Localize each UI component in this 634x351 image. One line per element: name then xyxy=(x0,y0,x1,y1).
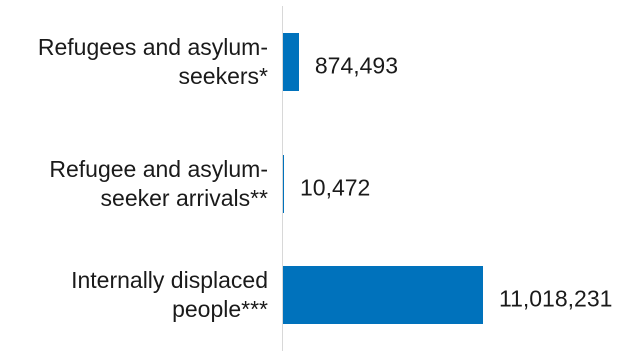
value-label: 11,018,231 xyxy=(499,285,613,312)
category-label: Internally displaced people*** xyxy=(6,266,268,324)
category-label-line: people*** xyxy=(172,296,268,322)
category-label-line: seeker arrivals** xyxy=(100,185,268,211)
bar xyxy=(283,266,483,324)
value-axis-baseline xyxy=(282,6,283,351)
category-label: Refugees and asylum-seekers* xyxy=(6,33,268,91)
bar xyxy=(283,33,299,91)
category-label-line: Refugee and asylum- xyxy=(49,156,268,182)
value-label: 10,472 xyxy=(300,174,371,201)
category-label-line: Refugees and asylum- xyxy=(37,34,268,60)
category-label: Refugee and asylum-seeker arrivals** xyxy=(6,155,268,213)
bar xyxy=(283,155,284,213)
category-label-line: Internally displaced xyxy=(71,267,268,293)
category-label-line: seekers* xyxy=(178,63,268,89)
value-label: 874,493 xyxy=(314,52,398,79)
